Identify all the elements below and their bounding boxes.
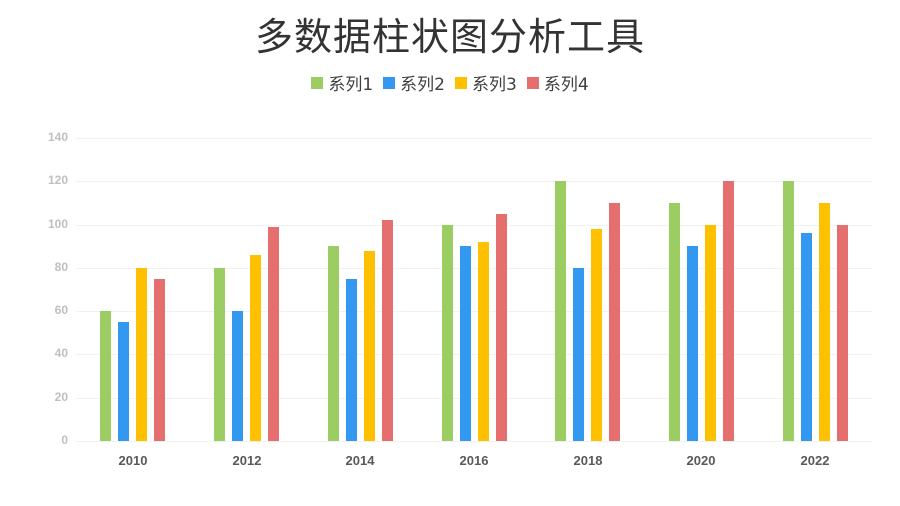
bar-series2-2014[interactable]	[346, 278, 357, 441]
bar-series3-2016[interactable]	[478, 241, 489, 441]
y-axis-tick-label: 40	[54, 346, 68, 360]
gridline	[76, 181, 872, 182]
gridline	[76, 225, 872, 226]
legend-label: 系列1	[328, 75, 374, 95]
bar-series1-2012[interactable]	[214, 267, 225, 441]
y-axis-tick-label: 80	[54, 260, 68, 274]
legend-label: 系列2	[400, 75, 445, 95]
bar-series1-2014[interactable]	[328, 246, 339, 441]
legend-item-series3[interactable]: 系列3	[455, 70, 517, 95]
bar-series2-2016[interactable]	[460, 246, 471, 441]
x-axis-tick-label: 2010	[118, 453, 148, 468]
x-axis-tick-label: 2014	[345, 453, 375, 468]
y-axis-tick-label: 0	[61, 433, 68, 447]
bar-series2-2022[interactable]	[801, 233, 812, 441]
legend: 系列1 系列2 系列3 系列4	[0, 70, 900, 95]
gridline	[76, 311, 872, 312]
x-axis-tick-label: 2020	[686, 453, 716, 468]
bar-series4-2014[interactable]	[382, 220, 393, 441]
legend-swatch-icon	[526, 76, 539, 89]
bar-series4-2018[interactable]	[609, 202, 620, 441]
bar-series3-2012[interactable]	[250, 254, 261, 441]
bar-series1-2022[interactable]	[783, 181, 794, 441]
bar-series2-2020[interactable]	[687, 246, 698, 441]
bar-series1-2010[interactable]	[100, 311, 111, 441]
bar-series1-2020[interactable]	[669, 202, 680, 441]
y-axis-tick-label: 120	[47, 173, 68, 187]
bar-series4-2022[interactable]	[837, 224, 848, 441]
y-axis-tick-label: 140	[47, 130, 68, 144]
bar-series1-2016[interactable]	[442, 224, 453, 441]
bar-series3-2014[interactable]	[364, 250, 375, 441]
legend-item-series1[interactable]: 系列1	[311, 70, 373, 95]
bar-series3-2018[interactable]	[591, 228, 602, 441]
x-axis-tick-label: 2016	[459, 453, 489, 468]
legend-label: 系列4	[543, 75, 589, 95]
gridline	[76, 354, 872, 355]
legend-item-series4[interactable]: 系列4	[526, 70, 589, 95]
gridline	[76, 441, 872, 442]
legend-label: 系列3	[472, 75, 517, 95]
bar-series3-2020[interactable]	[705, 224, 716, 441]
bar-series4-2012[interactable]	[268, 226, 279, 441]
gridline	[76, 138, 872, 139]
legend-swatch-icon	[383, 76, 396, 89]
bar-series2-2010[interactable]	[118, 321, 129, 441]
bar-series1-2018[interactable]	[555, 181, 566, 441]
legend-swatch-icon	[455, 76, 467, 89]
x-axis-tick-label: 2022	[800, 453, 830, 468]
chart-title: 多数据柱状图分析工具	[254, 15, 645, 59]
y-axis-tick-label: 60	[54, 303, 68, 317]
y-axis-tick-label: 20	[54, 390, 68, 404]
x-axis-tick-label: 2012	[232, 453, 262, 468]
gridline	[76, 268, 872, 269]
bar-series2-2012[interactable]	[232, 311, 243, 441]
gridline	[76, 398, 872, 399]
bar-series3-2010[interactable]	[136, 267, 147, 441]
legend-swatch-icon	[311, 76, 324, 89]
bar-series4-2010[interactable]	[154, 278, 165, 441]
bar-series2-2018[interactable]	[573, 267, 584, 441]
x-axis-tick-label: 2018	[573, 453, 603, 468]
bar-series4-2020[interactable]	[723, 181, 734, 441]
legend-item-series2[interactable]: 系列2	[383, 70, 445, 95]
y-axis-tick-label: 100	[47, 217, 68, 231]
bar-series3-2022[interactable]	[819, 202, 830, 441]
bar-series4-2016[interactable]	[496, 213, 507, 441]
